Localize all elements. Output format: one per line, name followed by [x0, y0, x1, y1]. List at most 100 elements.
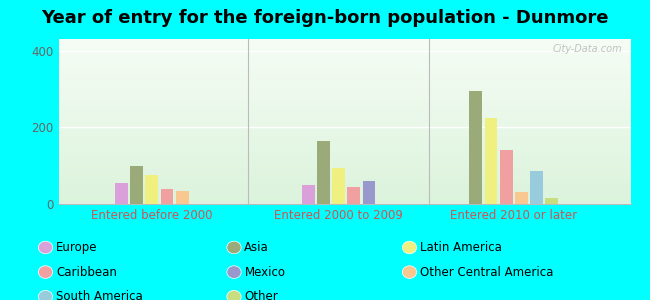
- Bar: [58, 169, 630, 170]
- Bar: [58, 112, 630, 113]
- Bar: [58, 51, 630, 52]
- Bar: [58, 61, 630, 62]
- Bar: [58, 106, 630, 107]
- Bar: [58, 198, 630, 199]
- Bar: [130, 166, 143, 204]
- Bar: [58, 149, 630, 150]
- Bar: [58, 151, 630, 152]
- Bar: [58, 65, 630, 66]
- Bar: [58, 199, 630, 200]
- Bar: [58, 90, 630, 91]
- Bar: [58, 56, 630, 57]
- Bar: [58, 202, 630, 203]
- Bar: [500, 150, 513, 204]
- Bar: [58, 195, 630, 196]
- Bar: [58, 68, 630, 69]
- Bar: [58, 104, 630, 105]
- Bar: [58, 196, 630, 197]
- Bar: [58, 163, 630, 164]
- Bar: [161, 189, 174, 204]
- Bar: [58, 96, 630, 97]
- Bar: [58, 40, 630, 41]
- Bar: [58, 70, 630, 71]
- Bar: [58, 97, 630, 98]
- Bar: [58, 183, 630, 184]
- Bar: [58, 168, 630, 169]
- Bar: [58, 126, 630, 127]
- Bar: [58, 111, 630, 112]
- Bar: [58, 72, 630, 73]
- Text: Caribbean: Caribbean: [56, 266, 117, 279]
- Bar: [58, 80, 630, 81]
- Bar: [58, 49, 630, 50]
- Bar: [58, 76, 630, 77]
- Bar: [469, 91, 482, 204]
- Bar: [58, 101, 630, 102]
- Bar: [58, 107, 630, 108]
- Bar: [58, 86, 630, 87]
- Bar: [58, 102, 630, 103]
- Bar: [58, 158, 630, 159]
- Bar: [58, 131, 630, 132]
- Bar: [58, 109, 630, 110]
- Bar: [58, 116, 630, 117]
- Bar: [58, 41, 630, 42]
- Bar: [332, 167, 345, 204]
- Bar: [58, 93, 630, 94]
- Bar: [58, 110, 630, 111]
- Bar: [58, 83, 630, 84]
- Bar: [58, 142, 630, 143]
- Bar: [302, 185, 315, 204]
- Bar: [58, 203, 630, 204]
- Bar: [58, 125, 630, 126]
- Bar: [58, 100, 630, 101]
- Bar: [58, 178, 630, 179]
- Bar: [58, 62, 630, 63]
- Bar: [58, 75, 630, 76]
- Bar: [58, 135, 630, 136]
- Bar: [58, 136, 630, 137]
- Bar: [58, 59, 630, 60]
- Bar: [58, 154, 630, 155]
- Bar: [58, 66, 630, 67]
- Bar: [58, 122, 630, 123]
- Bar: [58, 45, 630, 46]
- Bar: [58, 120, 630, 121]
- Bar: [58, 186, 630, 187]
- Bar: [58, 162, 630, 163]
- Bar: [58, 155, 630, 156]
- Bar: [58, 150, 630, 151]
- Bar: [58, 187, 630, 188]
- Bar: [58, 177, 630, 178]
- Bar: [58, 124, 630, 125]
- Bar: [58, 119, 630, 120]
- Bar: [58, 160, 630, 161]
- Bar: [58, 121, 630, 122]
- Bar: [58, 194, 630, 195]
- Bar: [58, 44, 630, 45]
- Bar: [58, 57, 630, 58]
- Bar: [58, 190, 630, 191]
- Bar: [58, 188, 630, 189]
- Bar: [58, 81, 630, 82]
- Bar: [58, 123, 630, 124]
- Bar: [58, 92, 630, 93]
- Bar: [58, 143, 630, 144]
- Bar: [58, 95, 630, 96]
- Bar: [530, 171, 543, 204]
- Bar: [115, 183, 128, 204]
- Bar: [58, 130, 630, 131]
- Bar: [58, 200, 630, 201]
- Text: Other Central America: Other Central America: [420, 266, 553, 279]
- Bar: [58, 113, 630, 114]
- Bar: [58, 147, 630, 148]
- Bar: [58, 185, 630, 186]
- Bar: [58, 191, 630, 192]
- Bar: [58, 46, 630, 47]
- Bar: [58, 78, 630, 79]
- Bar: [58, 134, 630, 135]
- Bar: [58, 182, 630, 183]
- Bar: [58, 118, 630, 119]
- Bar: [58, 105, 630, 106]
- Bar: [58, 128, 630, 129]
